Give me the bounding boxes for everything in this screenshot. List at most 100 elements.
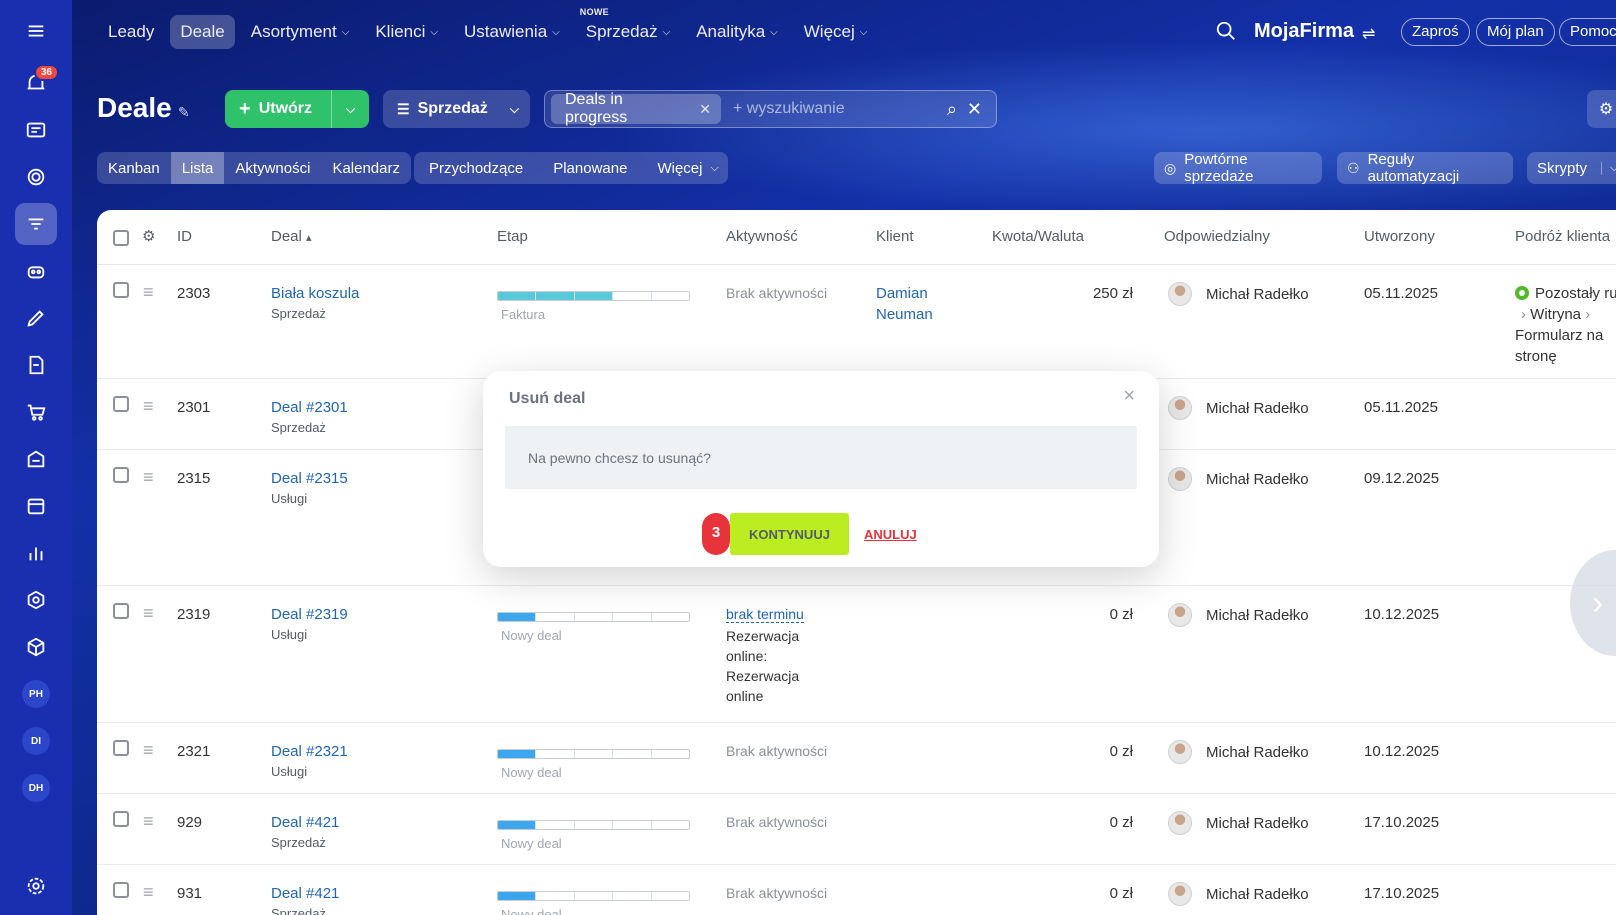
continue-button[interactable]: KONTYNUUJ bbox=[730, 513, 849, 555]
select-all-checkbox[interactable] bbox=[113, 230, 129, 246]
table-row[interactable]: ≡ 2301 Deal #2301 Sprzedaż Michał Radełk… bbox=[97, 379, 1616, 450]
row-checkbox[interactable] bbox=[113, 282, 129, 298]
drag-handle-icon[interactable]: ≡ bbox=[143, 882, 154, 902]
close-icon[interactable]: × bbox=[1123, 385, 1135, 407]
responsible-name[interactable]: Michał Radełko bbox=[1206, 744, 1309, 761]
gear-icon[interactable]: ⚙ bbox=[1587, 90, 1616, 128]
stage-progress-bar[interactable] bbox=[497, 612, 690, 622]
responsible-name[interactable]: Michał Radełko bbox=[1206, 286, 1309, 303]
my-plan-button[interactable]: Mój plan bbox=[1476, 18, 1555, 46]
drag-handle-icon[interactable]: ≡ bbox=[143, 396, 154, 416]
sidebar-item-docs[interactable] bbox=[15, 344, 57, 386]
scripts-button[interactable]: Skrypty ⌵ bbox=[1527, 152, 1616, 184]
tab-incoming[interactable]: Przychodzące bbox=[429, 159, 524, 177]
row-checkbox[interactable] bbox=[113, 603, 129, 619]
sidebar-item-shop[interactable] bbox=[15, 391, 57, 433]
stage-progress-bar[interactable] bbox=[497, 749, 690, 759]
sliders-icon[interactable]: ⇌ bbox=[1362, 26, 1376, 43]
sidebar-item-market[interactable] bbox=[15, 626, 57, 668]
sidebar-item-activity[interactable]: 36 bbox=[15, 62, 59, 104]
table-row[interactable]: ≡ 2321 Deal #2321 Usługi Nowy deal Brak … bbox=[97, 723, 1616, 794]
sidebar-avatar-di[interactable]: DI bbox=[15, 720, 57, 762]
responsible-name[interactable]: Michał Radełko bbox=[1206, 400, 1309, 417]
sidebar-item-crm[interactable] bbox=[15, 203, 57, 245]
column-activity[interactable]: Aktywność bbox=[726, 228, 798, 245]
stage-progress-bar[interactable] bbox=[497, 891, 690, 901]
row-checkbox[interactable] bbox=[113, 811, 129, 827]
client-link-last[interactable]: Neuman bbox=[876, 306, 933, 323]
nav-settings[interactable]: Ustawienia ⌵ bbox=[454, 15, 570, 49]
company-name[interactable]: MojaFirma bbox=[1254, 20, 1355, 42]
column-journey[interactable]: Podróż klienta bbox=[1515, 228, 1611, 245]
deal-title-link[interactable]: Deal #2321 bbox=[271, 743, 348, 760]
sidebar-avatar-ph[interactable]: PH bbox=[15, 673, 57, 715]
chevron-down-icon[interactable]: ⌵ bbox=[331, 90, 369, 128]
tab-list[interactable]: Lista bbox=[170, 152, 225, 184]
sidebar-item-sites[interactable] bbox=[15, 297, 57, 339]
create-button[interactable]: + Utwórz ⌵ bbox=[225, 90, 369, 128]
table-row[interactable]: ≡ 2303 Biała koszula Sprzedaż Faktura Br… bbox=[97, 265, 1616, 379]
sidebar-item-analytics[interactable] bbox=[15, 532, 57, 574]
nav-deals[interactable]: Deale bbox=[170, 15, 235, 49]
table-row[interactable]: ≡ 929 Deal #421 Sprzedaż Nowy deal Brak … bbox=[97, 794, 1616, 865]
sidebar-item-contact-center[interactable] bbox=[15, 250, 57, 292]
nav-more[interactable]: Więcej ⌵ bbox=[794, 15, 878, 49]
column-responsible[interactable]: Odpowiedzialny bbox=[1164, 228, 1270, 245]
row-checkbox[interactable] bbox=[113, 740, 129, 756]
sidebar-item-inventory[interactable] bbox=[15, 438, 57, 480]
deal-title-link[interactable]: Deal #2319 bbox=[271, 606, 348, 623]
responsible-name[interactable]: Michał Radełko bbox=[1206, 815, 1309, 832]
stage-progress-bar[interactable] bbox=[497, 291, 690, 301]
invite-button[interactable]: Zaproś bbox=[1401, 18, 1470, 46]
column-amount[interactable]: Kwota/Waluta bbox=[992, 228, 1084, 245]
column-settings-icon[interactable]: ⚙ bbox=[142, 228, 156, 245]
search-icon[interactable]: ⌕ bbox=[946, 98, 957, 119]
row-checkbox[interactable] bbox=[113, 882, 129, 898]
automation-rules-button[interactable]: ⚇ Reguły automatyzacji bbox=[1337, 151, 1513, 185]
responsible-name[interactable]: Michał Radełko bbox=[1206, 886, 1309, 903]
deal-title-link[interactable]: Deal #421 bbox=[271, 885, 340, 902]
nav-catalog[interactable]: Asortyment ⌵ bbox=[241, 15, 360, 49]
column-id[interactable]: ID bbox=[177, 228, 192, 245]
drag-handle-icon[interactable]: ≡ bbox=[143, 603, 154, 623]
deal-title-link[interactable]: Deal #2301 bbox=[271, 399, 348, 416]
cancel-button[interactable]: ANULUJ bbox=[864, 527, 917, 542]
pin-icon[interactable]: ✎ bbox=[178, 104, 190, 120]
deal-title-link[interactable]: Deal #2315 bbox=[271, 470, 348, 487]
clear-icon[interactable]: ✕ bbox=[966, 98, 982, 119]
nav-leads[interactable]: Leady bbox=[98, 15, 164, 49]
tab-more[interactable]: Więcej ⌵ bbox=[642, 152, 733, 184]
tab-calendar[interactable]: Kalendarz bbox=[332, 159, 400, 177]
close-icon[interactable]: ✕ bbox=[699, 100, 711, 117]
sidebar-avatar-dh[interactable]: DH bbox=[15, 767, 57, 809]
tab-planned[interactable]: Planowane bbox=[553, 159, 628, 177]
sidebar-item-calendar[interactable] bbox=[15, 485, 57, 527]
funnel-selector[interactable]: ☰ Sprzedaż ⌵ bbox=[383, 90, 530, 128]
filter-search-bar[interactable]: Deals in progress ✕ ⌕ ✕ bbox=[544, 90, 997, 128]
column-deal[interactable]: Deal ▴ bbox=[271, 228, 312, 245]
help-button[interactable]: Pomoc bbox=[1559, 18, 1616, 46]
filter-chip[interactable]: Deals in progress ✕ bbox=[551, 91, 721, 126]
nav-analytics[interactable]: Analityka ⌵ bbox=[686, 15, 788, 49]
search-icon[interactable] bbox=[1215, 20, 1237, 42]
drag-handle-icon[interactable]: ≡ bbox=[143, 467, 154, 487]
menu-icon[interactable] bbox=[15, 10, 57, 52]
client-link-first[interactable]: Damian bbox=[876, 285, 928, 302]
row-checkbox[interactable] bbox=[113, 467, 129, 483]
deadline-link[interactable]: brak terminu bbox=[726, 606, 804, 623]
tab-kanban[interactable]: Kanban bbox=[108, 159, 160, 177]
sidebar-item-feed[interactable] bbox=[15, 109, 57, 151]
deal-title-link[interactable]: Biała koszula bbox=[271, 285, 360, 302]
drag-handle-icon[interactable]: ≡ bbox=[143, 740, 154, 760]
drag-handle-icon[interactable]: ≡ bbox=[143, 282, 154, 302]
column-created[interactable]: Utworzony bbox=[1364, 228, 1435, 245]
column-client[interactable]: Klient bbox=[876, 228, 914, 245]
sidebar-item-goals[interactable] bbox=[15, 156, 57, 198]
table-row[interactable]: ≡ 931 Deal #421 Sprzedaż Nowy deal Brak … bbox=[97, 865, 1616, 915]
drag-handle-icon[interactable]: ≡ bbox=[143, 811, 154, 831]
repeat-sales-button[interactable]: ◎ Powtórne sprzedaże bbox=[1154, 151, 1322, 185]
row-checkbox[interactable] bbox=[113, 396, 129, 412]
sidebar-item-automation[interactable] bbox=[15, 579, 57, 621]
nav-sales[interactable]: NOWE Sprzedaż ⌵ bbox=[576, 7, 680, 49]
responsible-name[interactable]: Michał Radełko bbox=[1206, 471, 1309, 488]
